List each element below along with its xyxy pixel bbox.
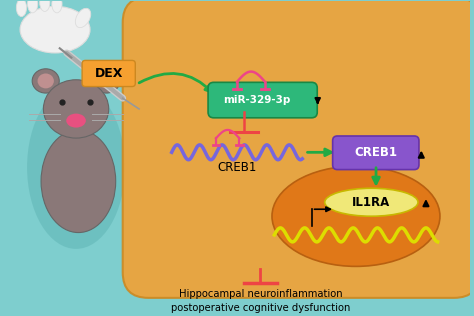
- Ellipse shape: [20, 6, 90, 53]
- Text: postoperative cognitive dysfunction: postoperative cognitive dysfunction: [171, 303, 350, 313]
- Ellipse shape: [37, 74, 54, 88]
- FancyArrowPatch shape: [139, 73, 212, 92]
- Ellipse shape: [27, 86, 125, 249]
- Text: Hippocampal neuroinflammation: Hippocampal neuroinflammation: [179, 289, 342, 299]
- Ellipse shape: [40, 0, 50, 11]
- Ellipse shape: [32, 69, 59, 93]
- Ellipse shape: [27, 0, 38, 13]
- Ellipse shape: [98, 74, 115, 88]
- Ellipse shape: [44, 80, 109, 138]
- FancyBboxPatch shape: [82, 60, 135, 87]
- FancyBboxPatch shape: [208, 82, 317, 118]
- FancyArrowPatch shape: [308, 149, 331, 156]
- Ellipse shape: [93, 69, 120, 93]
- Ellipse shape: [325, 188, 418, 216]
- Ellipse shape: [66, 113, 86, 128]
- FancyArrowPatch shape: [373, 168, 379, 184]
- FancyBboxPatch shape: [333, 136, 419, 170]
- Text: CREB1: CREB1: [217, 161, 257, 174]
- FancyBboxPatch shape: [123, 0, 474, 298]
- Ellipse shape: [41, 130, 116, 233]
- Ellipse shape: [272, 166, 440, 266]
- Ellipse shape: [52, 0, 62, 13]
- Text: CREB1: CREB1: [355, 146, 398, 159]
- Text: IL1RA: IL1RA: [352, 196, 391, 209]
- Text: miR-329-3p: miR-329-3p: [223, 94, 290, 105]
- Text: DEX: DEX: [94, 66, 123, 80]
- Ellipse shape: [75, 8, 91, 27]
- Ellipse shape: [16, 0, 27, 16]
